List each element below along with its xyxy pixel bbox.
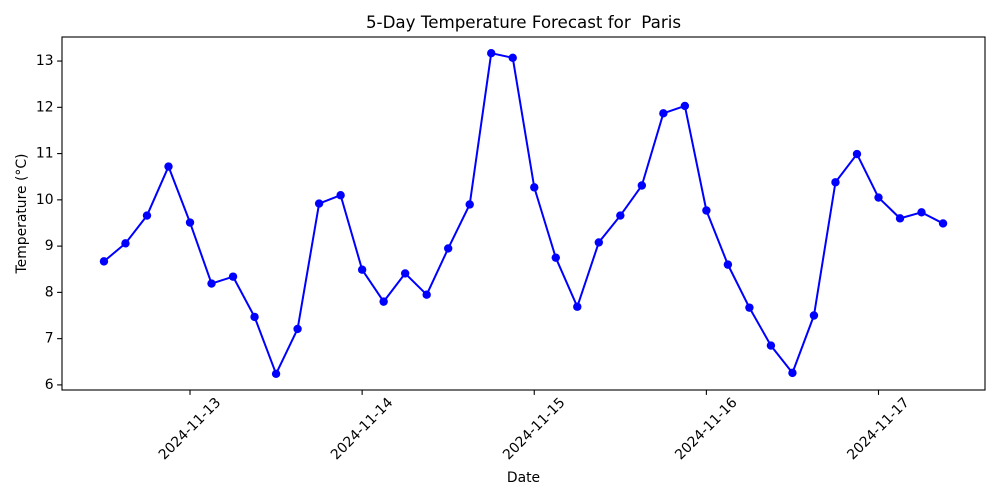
temperature-line — [103, 52, 944, 375]
data-point — [594, 238, 603, 247]
x-axis-label: Date — [507, 470, 540, 486]
data-point — [831, 178, 840, 187]
data-point — [895, 214, 905, 223]
data-point — [487, 48, 496, 58]
data-point — [164, 162, 173, 171]
data-point — [99, 257, 109, 266]
data-point — [637, 181, 647, 190]
y-tick-label: 11 — [36, 146, 54, 162]
data-point — [508, 53, 517, 63]
y-axis-label: Temperature (°C) — [14, 154, 30, 275]
data-point — [809, 311, 819, 320]
data-point — [852, 149, 862, 159]
data-point — [659, 109, 668, 118]
data-point — [271, 369, 281, 379]
data-point — [723, 260, 733, 269]
data-point — [228, 272, 238, 281]
data-point — [917, 208, 926, 217]
data-point — [185, 218, 195, 227]
data-point — [680, 101, 690, 111]
data-point — [874, 193, 883, 202]
y-tick-label: 13 — [36, 53, 54, 69]
y-tick-label: 8 — [45, 284, 54, 300]
data-point — [530, 183, 539, 192]
temperature-series — [99, 48, 948, 379]
data-point — [314, 199, 324, 208]
data-point — [788, 368, 797, 378]
data-point — [938, 219, 948, 228]
y-tick-label: 10 — [36, 192, 54, 208]
y-tick-label: 6 — [45, 377, 54, 393]
y-tick-label: 12 — [36, 99, 54, 115]
data-point — [573, 302, 582, 311]
y-tick-label: 7 — [45, 331, 54, 347]
y-tick-label: 9 — [45, 238, 54, 254]
data-point — [616, 211, 625, 220]
data-point — [400, 269, 410, 278]
data-point — [422, 290, 431, 299]
data-point — [357, 265, 367, 274]
data-point — [379, 297, 388, 306]
data-point — [121, 239, 130, 248]
data-point — [444, 244, 453, 253]
data-point — [551, 253, 560, 262]
data-point — [702, 206, 711, 215]
data-point — [745, 303, 754, 312]
data-point — [207, 279, 216, 288]
data-point — [465, 200, 474, 209]
data-point — [766, 341, 776, 350]
chart-title: 5-Day Temperature Forecast for Paris — [366, 12, 681, 32]
plot-area-frame — [61, 36, 986, 391]
data-point — [336, 191, 345, 200]
data-point — [250, 312, 259, 322]
data-point — [293, 324, 302, 334]
data-point — [142, 211, 152, 220]
y-axis: 6 7 8 9 10 11 12 13 — [36, 53, 62, 393]
